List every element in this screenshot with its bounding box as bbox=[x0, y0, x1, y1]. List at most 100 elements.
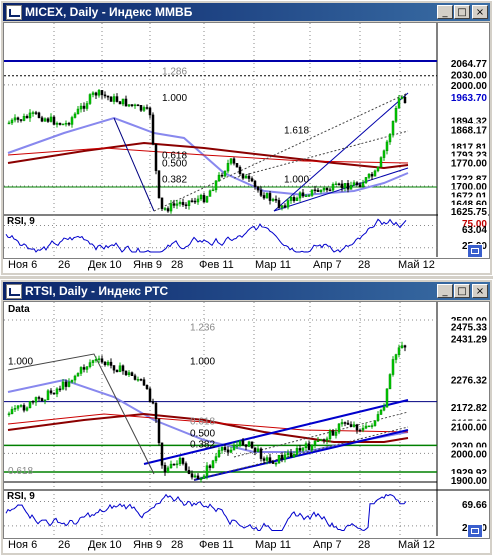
price-candle bbox=[115, 369, 119, 373]
price-candle bbox=[190, 473, 194, 478]
price-candle bbox=[274, 198, 278, 201]
time-axis-label: 26 bbox=[58, 259, 71, 271]
price-label-box bbox=[438, 401, 488, 413]
price-candle bbox=[298, 192, 302, 199]
price-candle bbox=[364, 425, 368, 429]
price-candle bbox=[121, 365, 125, 372]
price-candle bbox=[259, 448, 263, 459]
rtsi-chart-window[interactable]: RTSI, Daily - Индекс РТС _ □ × 1.236 1.00… bbox=[0, 279, 493, 556]
price-candle bbox=[235, 444, 239, 447]
price-candle bbox=[61, 123, 65, 126]
price-candle bbox=[196, 198, 200, 203]
price-candle bbox=[325, 188, 329, 191]
price-candle bbox=[157, 418, 161, 444]
price-candle bbox=[256, 448, 260, 452]
price-candle bbox=[139, 105, 143, 111]
price-candle bbox=[331, 184, 335, 191]
rsi-line bbox=[5, 218, 407, 253]
price-candle bbox=[286, 452, 290, 456]
price-candle bbox=[163, 465, 167, 473]
price-axis-label: 2000.00 bbox=[451, 81, 488, 92]
price-candle bbox=[46, 390, 50, 401]
close-button[interactable]: × bbox=[472, 284, 488, 298]
price-axis-label: 1722.87 bbox=[451, 174, 488, 185]
price-candle bbox=[175, 463, 179, 466]
price-axis-label: 1672.01 bbox=[451, 191, 488, 202]
maximize-button[interactable]: □ bbox=[454, 5, 470, 19]
price-candle bbox=[250, 441, 254, 448]
price-candle bbox=[241, 440, 245, 446]
price-candle bbox=[160, 442, 164, 466]
time-axis-label: Дек 10 bbox=[88, 539, 122, 551]
price-candle bbox=[127, 104, 131, 107]
minimize-button[interactable]: _ bbox=[437, 5, 453, 19]
price-candle bbox=[244, 444, 248, 447]
price-label-box bbox=[438, 466, 488, 478]
price-candle bbox=[112, 365, 116, 371]
price-candle bbox=[109, 96, 113, 102]
price-candle bbox=[364, 177, 368, 183]
price-label-box bbox=[438, 197, 488, 209]
price-candle bbox=[391, 121, 395, 135]
price-candle bbox=[349, 424, 353, 427]
price-candle bbox=[337, 183, 341, 186]
chart-navigation-icon[interactable] bbox=[467, 524, 483, 538]
price-candle bbox=[328, 189, 332, 192]
price-label-box bbox=[438, 332, 488, 344]
price-candle bbox=[301, 447, 305, 451]
price-candle bbox=[178, 457, 182, 465]
price-candle bbox=[13, 117, 17, 121]
price-candle bbox=[367, 173, 371, 178]
rtsi-title-bar[interactable]: RTSI, Daily - Индекс РТС _ □ × bbox=[3, 282, 490, 300]
price-candle bbox=[67, 381, 71, 387]
price-label-box bbox=[438, 140, 488, 152]
micex-time-axis: Ноя 6 26 Дек 10 Янв 9 28 Фев 11 Мар 11 Апр 7 28 М… bbox=[3, 259, 490, 273]
close-button[interactable]: × bbox=[472, 5, 488, 19]
time-axis-label: 28 bbox=[358, 539, 371, 551]
price-candle bbox=[199, 478, 203, 480]
price-axis-label: 1868.17 bbox=[451, 125, 488, 136]
price-candle bbox=[199, 194, 203, 200]
price-candle bbox=[382, 406, 386, 411]
price-candle bbox=[172, 203, 176, 206]
price-candle bbox=[397, 98, 401, 109]
trend-channel-lower bbox=[273, 167, 409, 212]
price-candle bbox=[253, 180, 257, 188]
price-candle bbox=[214, 456, 218, 462]
price-axis-label: 2064.77 bbox=[451, 59, 488, 70]
price-candle bbox=[109, 361, 113, 366]
price-candle bbox=[55, 388, 59, 395]
price-candle bbox=[391, 359, 395, 375]
fibonacci-level-label: 0.382 bbox=[162, 174, 187, 185]
micex-title-bar[interactable]: MICEX, Daily - Индекс ММВБ _ □ × bbox=[3, 3, 490, 21]
time-axis-label: Май 12 bbox=[398, 539, 435, 551]
price-candle bbox=[202, 475, 206, 479]
price-candle bbox=[385, 388, 389, 408]
rsi-axis-label: 75.00 bbox=[462, 219, 487, 230]
fibonacci-level-label: 0.618 bbox=[8, 466, 33, 477]
price-candle bbox=[55, 122, 59, 125]
price-candle bbox=[58, 388, 62, 391]
price-candle bbox=[310, 189, 314, 196]
price-candle bbox=[211, 189, 215, 192]
micex-chart-window[interactable]: MICEX, Daily - Индекс ММВБ _ □ × 1.286 1.… bbox=[0, 0, 493, 276]
minimize-button[interactable]: _ bbox=[437, 284, 453, 298]
price-candle bbox=[187, 200, 191, 206]
price-candle bbox=[142, 107, 146, 111]
maximize-button[interactable]: □ bbox=[454, 284, 470, 298]
price-candle bbox=[184, 204, 188, 206]
price-candle bbox=[70, 379, 74, 383]
rtsi-price-chart[interactable]: 1.2361.0001.0000.6180.5000.3820.6182500.… bbox=[4, 302, 490, 538]
price-candle bbox=[22, 116, 26, 121]
price-axis-label: 1900.00 bbox=[451, 476, 488, 487]
price-candle bbox=[235, 163, 239, 168]
price-axis-label: 1894.32 bbox=[451, 116, 488, 127]
price-candle bbox=[205, 465, 209, 477]
price-candle bbox=[208, 190, 212, 197]
price-candle bbox=[316, 189, 320, 192]
chart-navigation-icon[interactable] bbox=[467, 244, 483, 258]
price-candle bbox=[319, 439, 323, 441]
micex-plot-area[interactable]: 1.286 1.000 0.618 0.500 0.382 1.618 1.000 2064.… bbox=[3, 22, 490, 259]
rtsi-plot-area[interactable]: 1.2361.0001.0000.6180.5000.3820.6182500.… bbox=[3, 301, 490, 539]
